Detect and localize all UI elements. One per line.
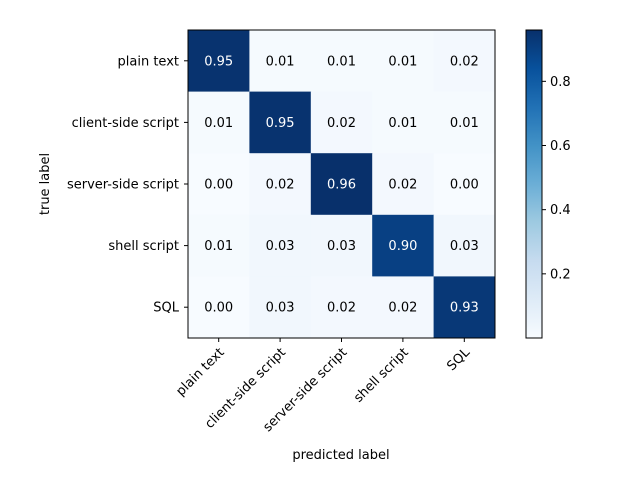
x-tick-label: SQL — [444, 345, 473, 374]
y-tick-label: client-side script — [72, 116, 179, 131]
heatmap-cell-labels: 0.95 0.01 0.01 0.01 0.02 0.01 0.95 0.02 0.01 0.01… — [204, 54, 479, 315]
y-axis-ticks: plain text client-side script server-side … — [67, 54, 188, 316]
heatmap-cell — [433, 91, 496, 154]
heatmap-cell — [310, 276, 373, 339]
cell-value-label: 0.95 — [266, 116, 295, 131]
y-tick-label: SQL — [153, 301, 179, 316]
y-axis-label: true label — [38, 153, 53, 215]
cell-value-label: 0.95 — [204, 54, 233, 69]
colorbar-tick-label: 0.6 — [550, 139, 571, 154]
cell-value-label: 0.01 — [204, 116, 233, 131]
x-tick-label: plain text — [173, 345, 227, 399]
cell-value-label: 0.96 — [327, 178, 356, 193]
cell-value-label: 0.02 — [388, 301, 417, 316]
heatmap-cell — [433, 276, 496, 339]
cell-value-label: 0.01 — [204, 239, 233, 254]
cell-value-label: 0.02 — [266, 178, 295, 193]
cell-value-label: 0.01 — [266, 54, 295, 69]
cell-value-label: 0.00 — [204, 301, 233, 316]
heatmap-cell — [372, 30, 435, 93]
heatmap-cell — [310, 91, 373, 154]
x-axis-label: predicted label — [292, 448, 389, 463]
cell-value-label: 0.93 — [450, 301, 479, 316]
cell-value-label: 0.02 — [327, 301, 356, 316]
heatmap-cell — [310, 153, 373, 216]
cell-value-label: 0.90 — [388, 239, 417, 254]
colorbar — [525, 29, 543, 339]
cell-value-label: 0.03 — [266, 239, 295, 254]
cell-value-label: 0.01 — [327, 54, 356, 69]
cell-value-label: 0.01 — [388, 116, 417, 131]
colorbar-tick-label: 0.2 — [550, 267, 571, 282]
heatmap-cell — [188, 214, 250, 277]
heatmap-cell — [433, 153, 496, 216]
x-tick-label: shell script — [351, 345, 412, 406]
cell-value-label: 0.03 — [450, 239, 479, 254]
cell-value-label: 0.03 — [266, 301, 295, 316]
heatmap-cell — [249, 153, 312, 216]
colorbar-tick-label: 0.4 — [550, 203, 571, 218]
heatmap-cell — [372, 276, 435, 339]
heatmap-cell — [249, 30, 312, 93]
y-tick-label: shell script — [108, 239, 179, 254]
cell-value-label: 0.00 — [204, 178, 233, 193]
heatmap-cell — [310, 214, 373, 277]
colorbar-ticks: 0.2 0.4 0.6 0.8 — [542, 75, 571, 282]
heatmap-cell — [249, 276, 312, 339]
cell-value-label: 0.01 — [450, 116, 479, 131]
heatmap-cells — [188, 30, 496, 339]
y-tick-label: plain text — [118, 54, 179, 69]
heatmap-cell — [310, 30, 373, 93]
heatmap-cell — [372, 153, 435, 216]
heatmap-cell — [372, 91, 435, 154]
heatmap-cell — [372, 214, 435, 277]
heatmap-cell — [249, 214, 312, 277]
cell-value-label: 0.02 — [450, 54, 479, 69]
cell-value-label: 0.03 — [327, 239, 356, 254]
cell-value-label: 0.01 — [388, 54, 417, 69]
cell-value-label: 0.00 — [450, 178, 479, 193]
heatmap-cell — [249, 91, 312, 154]
cell-value-label: 0.02 — [327, 116, 356, 131]
cell-value-label: 0.02 — [388, 178, 417, 193]
y-tick-label: server-side script — [67, 178, 179, 193]
heatmap-cell — [188, 276, 250, 339]
heatmap-cell — [188, 153, 250, 216]
heatmap-cell — [433, 214, 496, 277]
heatmap-cell — [433, 30, 496, 93]
colorbar-tick-label: 0.8 — [550, 75, 571, 90]
heatmap-cell — [188, 30, 250, 93]
heatmap-cell — [188, 91, 250, 154]
